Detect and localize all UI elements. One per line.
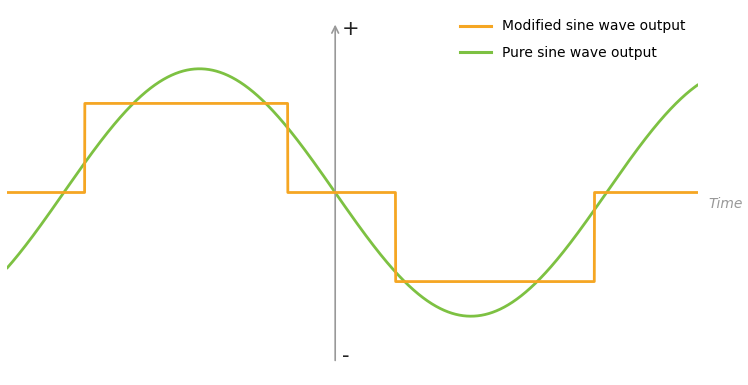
Text: -: -: [342, 346, 349, 366]
Text: +: +: [342, 19, 360, 39]
Legend: Modified sine wave output, Pure sine wave output: Modified sine wave output, Pure sine wav…: [455, 14, 691, 65]
Text: Time: Time: [708, 198, 743, 211]
